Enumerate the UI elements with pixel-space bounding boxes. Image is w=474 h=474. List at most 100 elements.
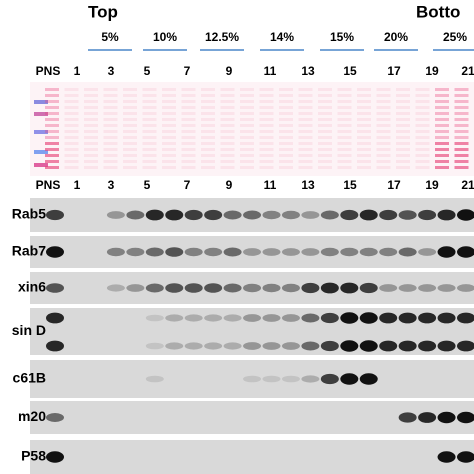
band <box>301 341 320 351</box>
ponceau-band <box>337 118 352 121</box>
ponceau-band <box>415 100 430 103</box>
band <box>262 248 281 256</box>
ponceau-band <box>123 118 137 121</box>
band <box>418 284 437 292</box>
ponceau-band <box>142 142 157 145</box>
ponceau-band <box>103 106 118 109</box>
ponceau-band <box>162 88 176 91</box>
band <box>320 373 339 385</box>
ponceau-band <box>240 160 254 163</box>
ponceau-band <box>396 124 410 127</box>
ponceau-band <box>357 166 371 169</box>
ponceau-band <box>201 148 215 151</box>
ponceau-band <box>298 148 313 151</box>
ponceau-band <box>259 166 274 169</box>
ponceau-band <box>162 166 176 169</box>
lane-label: 13 <box>301 178 315 192</box>
marker-band <box>34 163 48 167</box>
ponceau-band <box>318 142 332 145</box>
band <box>281 314 300 322</box>
band <box>340 247 359 257</box>
ponceau-band <box>220 142 235 145</box>
ponceau-band <box>435 154 449 157</box>
ponceau-band <box>396 106 410 109</box>
band <box>398 340 417 352</box>
ponceau-band <box>337 154 352 157</box>
ponceau-band <box>220 100 235 103</box>
ponceau-band <box>45 136 59 139</box>
ponceau-band <box>376 88 391 91</box>
ponceau-band <box>357 160 371 163</box>
ponceau-band <box>162 130 176 133</box>
ponceau-band <box>279 136 293 139</box>
band <box>398 312 417 324</box>
lane-label: 3 <box>108 64 115 78</box>
band <box>379 209 398 221</box>
ponceau-band <box>415 160 430 163</box>
ponceau-band <box>357 142 371 145</box>
ponceau-band <box>220 136 235 139</box>
ponceau-band <box>318 124 332 127</box>
band <box>204 314 223 322</box>
band <box>398 284 417 292</box>
ponceau-band <box>318 118 332 121</box>
ponceau-band <box>259 142 274 145</box>
ponceau-band <box>103 124 118 127</box>
ponceau-band <box>396 154 410 157</box>
ponceau-band <box>454 130 469 133</box>
ponceau-band <box>64 100 79 103</box>
ponceau-band <box>103 154 118 157</box>
lane-label: 3 <box>108 178 115 192</box>
ponceau-band <box>376 118 391 121</box>
ponceau-band <box>337 160 352 163</box>
marker-band <box>34 130 48 134</box>
ponceau-band <box>435 160 449 163</box>
ponceau-band <box>357 94 371 97</box>
ponceau-band <box>454 106 469 109</box>
band <box>106 284 125 292</box>
ponceau-band <box>103 118 118 121</box>
ponceau-band <box>298 142 313 145</box>
ponceau-band <box>64 148 79 151</box>
ponceau-band <box>64 142 79 145</box>
ponceau-band <box>45 154 59 157</box>
ponceau-band <box>337 106 352 109</box>
ponceau-band <box>181 160 196 163</box>
ponceau-band <box>64 136 79 139</box>
ponceau-band <box>142 118 157 121</box>
ponceau-band <box>201 106 215 109</box>
gradient-percent: 20% <box>384 30 408 44</box>
band <box>301 211 320 219</box>
ponceau-band <box>84 124 98 127</box>
band <box>437 246 456 258</box>
ponceau-band <box>201 136 215 139</box>
band <box>204 209 223 221</box>
band <box>106 247 125 257</box>
ponceau-band <box>279 160 293 163</box>
ponceau-band <box>201 94 215 97</box>
ponceau-band <box>201 154 215 157</box>
ponceau-band <box>123 160 137 163</box>
band <box>301 248 320 256</box>
lane-label: 5 <box>144 178 151 192</box>
ponceau-band <box>123 100 137 103</box>
lane-label: 9 <box>226 178 233 192</box>
ponceau-band <box>318 106 332 109</box>
band <box>184 247 203 257</box>
ponceau-band <box>357 112 371 115</box>
ponceau-band <box>396 94 410 97</box>
band <box>184 209 203 221</box>
ponceau-band <box>337 100 352 103</box>
band <box>204 342 223 350</box>
ponceau-band <box>357 148 371 151</box>
lane-label: 7 <box>184 178 191 192</box>
ponceau-band <box>240 94 254 97</box>
ponceau-band <box>376 142 391 145</box>
marker-band <box>34 112 48 116</box>
ponceau-band <box>259 124 274 127</box>
ponceau-band <box>142 124 157 127</box>
band <box>340 373 359 385</box>
ponceau-band <box>142 88 157 91</box>
ponceau-band <box>45 100 59 103</box>
ponceau-band <box>181 88 196 91</box>
